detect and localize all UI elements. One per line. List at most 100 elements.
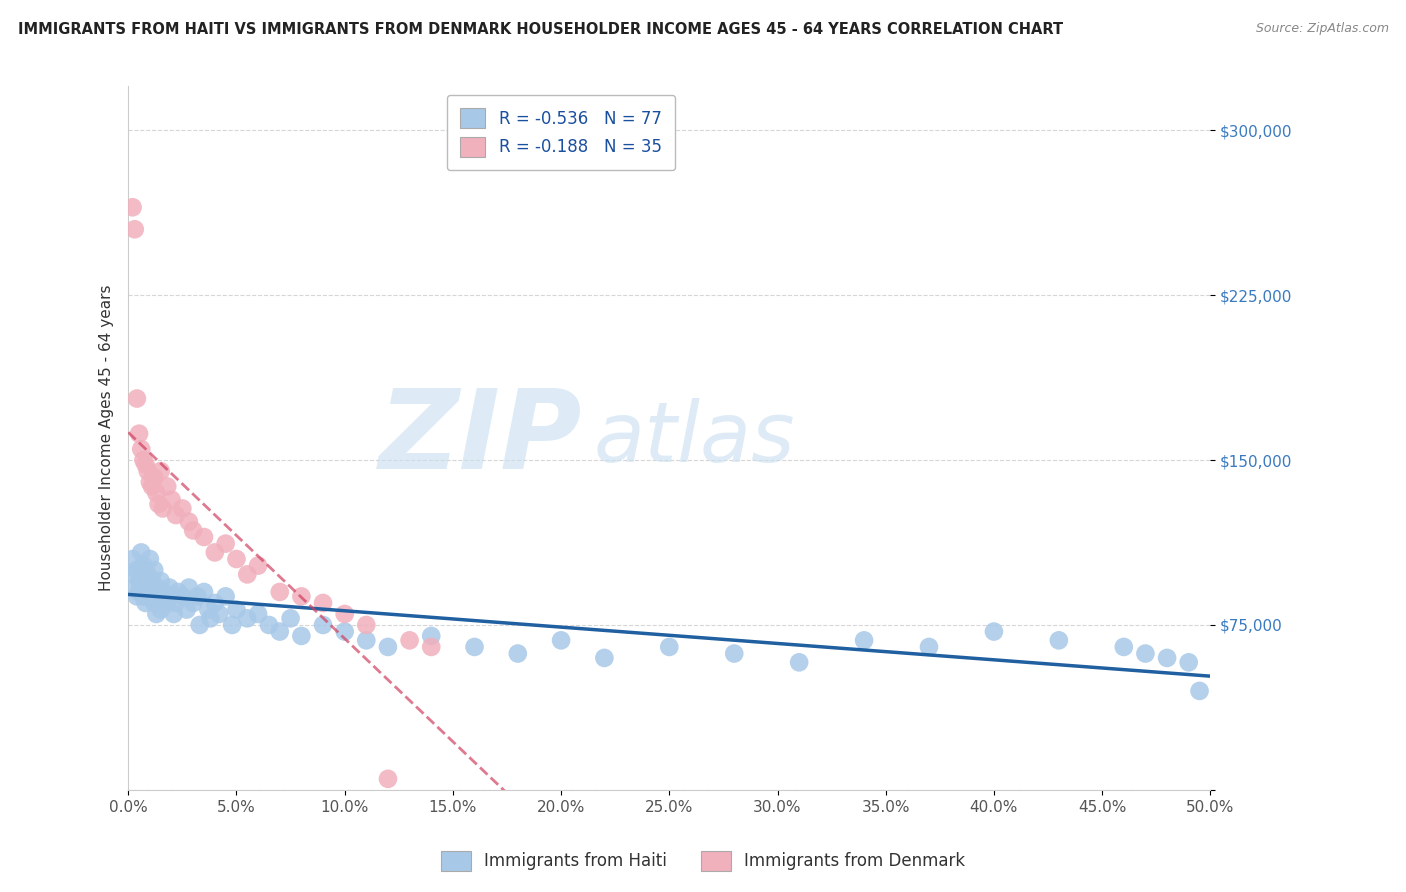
Point bbox=[853, 633, 876, 648]
Point bbox=[129, 572, 152, 586]
Point bbox=[247, 558, 270, 573]
Legend: R = -0.536   N = 77, R = -0.188   N = 35: R = -0.536 N = 77, R = -0.188 N = 35 bbox=[447, 95, 675, 170]
Point bbox=[124, 222, 146, 236]
Point bbox=[723, 647, 745, 661]
Point bbox=[236, 567, 259, 582]
Point bbox=[787, 656, 810, 670]
Point bbox=[269, 585, 291, 599]
Point bbox=[136, 567, 159, 582]
Point bbox=[139, 585, 162, 599]
Point bbox=[208, 607, 231, 621]
Point bbox=[1156, 651, 1178, 665]
Point bbox=[124, 567, 146, 582]
Point bbox=[236, 611, 259, 625]
Point bbox=[225, 552, 247, 566]
Point bbox=[200, 611, 222, 625]
Point bbox=[135, 563, 157, 577]
Point bbox=[420, 640, 443, 654]
Point bbox=[506, 647, 529, 661]
Point bbox=[204, 596, 226, 610]
Point bbox=[149, 602, 172, 616]
Point bbox=[135, 596, 157, 610]
Point bbox=[1188, 684, 1211, 698]
Point bbox=[128, 574, 150, 588]
Point bbox=[129, 545, 152, 559]
Point bbox=[135, 458, 157, 472]
Text: ZIP: ZIP bbox=[380, 384, 582, 491]
Point bbox=[186, 590, 208, 604]
Point bbox=[136, 590, 159, 604]
Point bbox=[172, 590, 194, 604]
Point bbox=[290, 590, 312, 604]
Point bbox=[125, 563, 148, 577]
Point bbox=[333, 607, 356, 621]
Point bbox=[128, 426, 150, 441]
Point bbox=[167, 585, 190, 599]
Point bbox=[188, 618, 211, 632]
Point bbox=[157, 581, 180, 595]
Point bbox=[221, 618, 243, 632]
Point bbox=[143, 563, 166, 577]
Point bbox=[156, 479, 179, 493]
Point bbox=[148, 590, 170, 604]
Point bbox=[145, 581, 167, 595]
Point bbox=[176, 602, 198, 616]
Point bbox=[129, 442, 152, 456]
Point bbox=[163, 607, 186, 621]
Point bbox=[204, 545, 226, 559]
Point bbox=[356, 633, 378, 648]
Point bbox=[550, 633, 572, 648]
Point bbox=[135, 581, 157, 595]
Point bbox=[141, 574, 163, 588]
Point bbox=[153, 590, 176, 604]
Point bbox=[160, 590, 183, 604]
Point bbox=[121, 552, 143, 566]
Point bbox=[143, 596, 166, 610]
Point bbox=[132, 453, 155, 467]
Point bbox=[193, 585, 215, 599]
Point bbox=[420, 629, 443, 643]
Point bbox=[290, 629, 312, 643]
Text: atlas: atlas bbox=[593, 398, 796, 479]
Point bbox=[152, 501, 174, 516]
Point bbox=[918, 640, 941, 654]
Legend: Immigrants from Haiti, Immigrants from Denmark: Immigrants from Haiti, Immigrants from D… bbox=[433, 842, 973, 880]
Point bbox=[141, 479, 163, 493]
Point bbox=[983, 624, 1005, 639]
Point bbox=[145, 607, 167, 621]
Point bbox=[132, 558, 155, 573]
Point bbox=[121, 200, 143, 214]
Point bbox=[247, 607, 270, 621]
Point bbox=[214, 590, 236, 604]
Point bbox=[149, 464, 172, 478]
Point bbox=[136, 464, 159, 478]
Point bbox=[377, 640, 399, 654]
Point bbox=[356, 618, 378, 632]
Point bbox=[165, 508, 187, 522]
Point bbox=[333, 624, 356, 639]
Point bbox=[141, 590, 163, 604]
Point bbox=[177, 581, 200, 595]
Point bbox=[1177, 656, 1199, 670]
Point bbox=[312, 596, 335, 610]
Point bbox=[160, 492, 183, 507]
Point bbox=[312, 618, 335, 632]
Point bbox=[124, 581, 146, 595]
Point bbox=[463, 640, 485, 654]
Y-axis label: Householder Income Ages 45 - 64 years: Householder Income Ages 45 - 64 years bbox=[100, 285, 114, 591]
Point bbox=[658, 640, 681, 654]
Point bbox=[225, 602, 247, 616]
Point bbox=[593, 651, 616, 665]
Point bbox=[149, 574, 172, 588]
Point bbox=[1135, 647, 1157, 661]
Point bbox=[214, 536, 236, 550]
Point bbox=[193, 530, 215, 544]
Point bbox=[148, 497, 170, 511]
Point bbox=[181, 524, 204, 538]
Point bbox=[143, 471, 166, 485]
Point bbox=[145, 486, 167, 500]
Point bbox=[377, 772, 399, 786]
Point bbox=[132, 590, 155, 604]
Point bbox=[165, 596, 187, 610]
Point bbox=[1047, 633, 1070, 648]
